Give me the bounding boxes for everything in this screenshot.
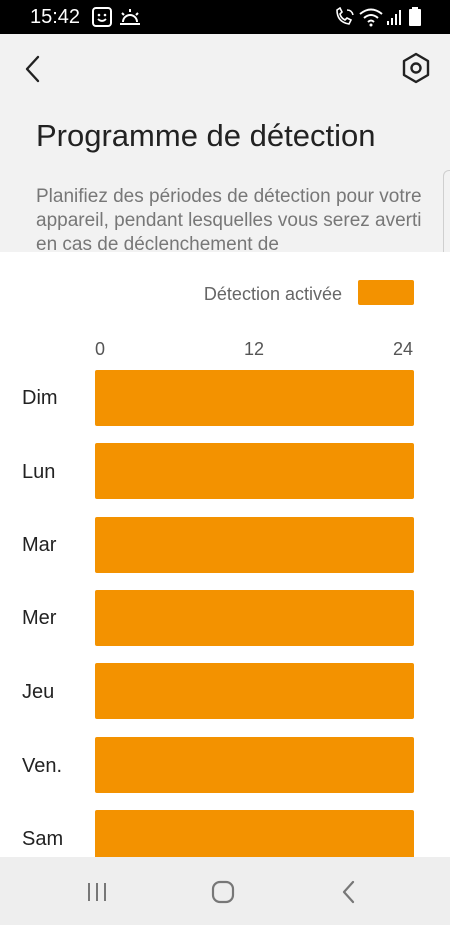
weather-icon <box>118 7 142 32</box>
status-time: 15:42 <box>30 6 81 28</box>
status-bar: 15:42 <box>0 0 450 34</box>
day-bar[interactable] <box>95 737 414 793</box>
axis-tick-0: 0 <box>95 339 106 359</box>
wifi-icon <box>358 7 384 32</box>
chevron-left-icon <box>25 55 40 83</box>
battery-icon <box>408 7 422 32</box>
wifi-call-icon <box>334 6 356 32</box>
day-label: Dim <box>22 387 58 409</box>
day-label: Sam <box>22 828 64 850</box>
legend-swatch <box>358 280 414 305</box>
back-button[interactable] <box>18 52 48 86</box>
day-bar[interactable] <box>95 810 414 857</box>
page-title: Programme de détection <box>36 118 376 153</box>
axis-tick-24: 24 <box>393 339 414 359</box>
day-bar[interactable] <box>95 663 414 719</box>
nav-back-button[interactable] <box>328 877 368 907</box>
schedule-card: Détection activée 0 12 24 Dim Lun Mar Me… <box>0 252 450 857</box>
day-label: Lun <box>22 461 56 483</box>
settings-button[interactable] <box>398 50 434 86</box>
recent-apps-icon <box>88 883 106 901</box>
day-bar[interactable] <box>95 443 414 499</box>
day-bar[interactable] <box>95 590 414 646</box>
hexagon-settings-icon <box>402 52 430 84</box>
day-label: Jeu <box>22 681 55 703</box>
day-bar[interactable] <box>95 370 414 426</box>
day-label: Mar <box>22 534 57 556</box>
smiley-icon <box>92 7 112 32</box>
app-bar <box>0 34 450 104</box>
axis-tick-12: 12 <box>244 339 265 359</box>
day-label: Ven. <box>22 755 63 777</box>
home-icon <box>211 880 235 904</box>
day-bar[interactable] <box>95 517 414 573</box>
signal-icon <box>386 7 402 32</box>
legend-label: Détection activée <box>203 284 342 304</box>
home-button[interactable] <box>203 877 243 907</box>
page-description: Planifiez des périodes de détection pour… <box>36 186 422 251</box>
recent-apps-button[interactable] <box>77 877 117 907</box>
back-icon <box>342 880 355 904</box>
day-label: Mer <box>22 607 57 629</box>
navigation-bar <box>0 857 450 925</box>
